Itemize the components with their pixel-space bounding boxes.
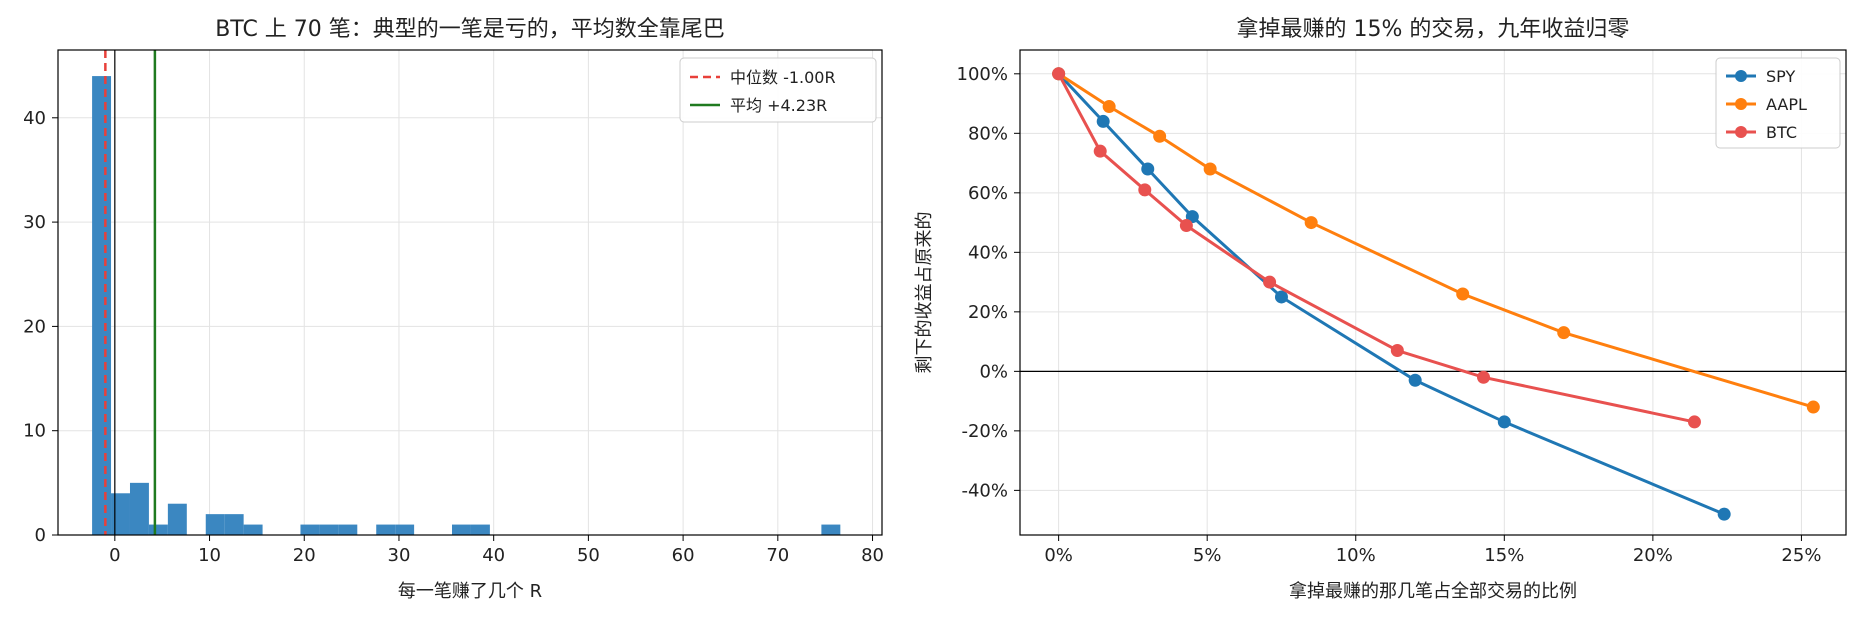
histogram-bar: [319, 524, 339, 535]
histogram-bar: [821, 524, 841, 535]
data-point-btc: [1263, 275, 1277, 289]
data-point-btc: [1477, 370, 1491, 384]
histogram-bar: [243, 524, 263, 535]
left-ticks: 0 10 20 30 40 50 60 70 80 0 10 20 30 40: [23, 108, 884, 566]
left-plot-frame: [57, 49, 883, 536]
x-tick-label: 10%: [1336, 545, 1376, 566]
data-point-aapl: [1153, 129, 1167, 143]
histogram-bar: [395, 524, 415, 535]
histogram-bar: [376, 524, 396, 535]
x-tick-label: 50: [577, 545, 600, 566]
data-point-aapl: [1557, 326, 1571, 340]
data-point-aapl: [1102, 100, 1116, 114]
right-y-axis-label: 剩下的收益占原来的: [914, 212, 935, 374]
legend-marker: [1735, 126, 1747, 138]
x-tick-label: 60: [672, 545, 695, 566]
y-tick-label: -40%: [961, 480, 1008, 501]
left-chart-title: BTC 上 70 笔：典型的一笔是亏的，平均数全靠尾巴: [215, 17, 725, 42]
legend-label: 中位数 -1.00R: [730, 68, 836, 87]
x-tick-label: 5%: [1193, 545, 1222, 566]
left-reference-lines: [104, 50, 157, 535]
series-line-btc: [1057, 73, 1695, 424]
histogram-bar: [300, 524, 320, 535]
left-x-axis-label: 每一笔赚了几个 R: [398, 581, 542, 602]
x-tick-label: 20%: [1633, 545, 1673, 566]
y-tick-label: 10: [23, 421, 46, 442]
legend-marker: [1735, 98, 1747, 110]
data-point-aapl: [1806, 400, 1820, 414]
right-x-axis-label: 拿掉最赚的那几笔占全部交易的比例: [1289, 580, 1577, 602]
data-point-spy: [1717, 507, 1731, 521]
y-tick-label: 80%: [968, 123, 1008, 144]
x-tick-label: 40: [482, 545, 505, 566]
legend-marker: [1735, 70, 1747, 82]
legend-label: AAPL: [1766, 95, 1807, 114]
legend-label: BTC: [1766, 123, 1797, 142]
histogram-bar: [452, 524, 471, 535]
data-point-spy: [1141, 162, 1155, 176]
y-tick-label: 30: [23, 212, 46, 233]
data-point-spy: [1096, 114, 1110, 128]
data-point-btc: [1138, 183, 1152, 197]
y-tick-label: 100%: [957, 64, 1008, 85]
data-point-aapl: [1203, 162, 1217, 176]
legend-label: 平均 +4.23R: [730, 96, 827, 115]
series-line-aapl: [1057, 72, 1814, 409]
line-chart: 拿掉最赚的 15% 的交易，九年收益归零 拿掉最赚的那几笔占全部交易的比例 剩下…: [914, 16, 1847, 602]
x-tick-label: 10: [198, 545, 221, 566]
right-legend: SPY AAPL BTC: [1715, 57, 1841, 149]
data-point-btc: [1052, 67, 1066, 81]
data-point-aapl: [1304, 216, 1318, 230]
x-tick-label: 25%: [1781, 545, 1821, 566]
y-tick-label: 40%: [968, 242, 1008, 263]
left-grid: [58, 50, 882, 536]
histogram-bar: [167, 503, 187, 535]
data-point-btc: [1179, 219, 1193, 233]
histogram-bars: [92, 76, 841, 536]
histogram-bar: [148, 524, 168, 535]
x-tick-label: 70: [766, 545, 789, 566]
data-point-btc: [1687, 415, 1701, 429]
data-point-btc: [1390, 344, 1404, 358]
line-series: [1052, 67, 1820, 521]
legend-box: [679, 57, 877, 123]
left-legend: 中位数 -1.00R 平均 +4.23R: [679, 57, 877, 123]
y-tick-label: 60%: [968, 183, 1008, 204]
histogram-bar: [129, 482, 149, 535]
histogram-chart: BTC 上 70 笔：典型的一笔是亏的，平均数全靠尾巴 每一笔赚了几个 R 0 1…: [23, 17, 884, 602]
right-plot-frame: [1019, 49, 1847, 536]
data-point-spy: [1408, 373, 1422, 387]
x-tick-label: 20: [293, 545, 316, 566]
histogram-bar: [338, 524, 358, 535]
x-tick-label: 0: [109, 545, 120, 566]
legend-box: [1715, 57, 1841, 149]
x-tick-label: 80: [861, 545, 884, 566]
histogram-bar: [92, 76, 112, 536]
right-chart-title: 拿掉最赚的 15% 的交易，九年收益归零: [1237, 16, 1630, 42]
y-tick-label: 40: [23, 108, 46, 129]
histogram-bar: [205, 514, 225, 535]
histogram-bar: [470, 524, 490, 535]
y-tick-label: 20%: [968, 302, 1008, 323]
data-point-spy: [1274, 290, 1288, 304]
right-ticks: 0% 5% 10% 15% 20% 25% -40% -20% 0% 20% 40% 60% 80% 10…: [957, 64, 1822, 566]
x-tick-label: 15%: [1484, 545, 1524, 566]
x-tick-label: 30: [388, 545, 411, 566]
y-tick-label: 0%: [979, 361, 1008, 382]
data-point-aapl: [1456, 287, 1470, 301]
series-line-spy: [1057, 72, 1725, 516]
histogram-bar: [111, 493, 130, 535]
data-point-btc: [1093, 144, 1107, 158]
y-tick-label: 0: [35, 525, 46, 546]
legend-label: SPY: [1766, 67, 1795, 86]
y-tick-label: 20: [23, 316, 46, 337]
data-point-spy: [1497, 415, 1511, 429]
histogram-bar: [224, 514, 244, 535]
x-tick-label: 0%: [1044, 545, 1073, 566]
y-tick-label: -20%: [961, 421, 1008, 442]
